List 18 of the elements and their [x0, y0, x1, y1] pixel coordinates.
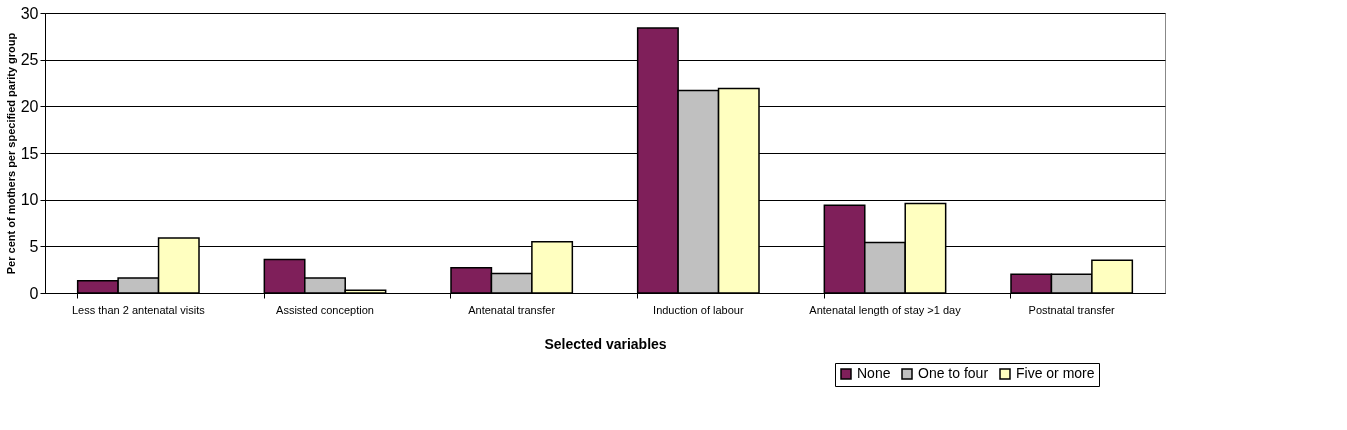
legend-label: None: [857, 365, 891, 381]
x-tick-label: Antenatal length of stay >1 day: [809, 303, 962, 316]
x-tick-label: Postnatal transfer: [1028, 303, 1116, 316]
x-tick-label: Assisted conception: [276, 303, 374, 316]
x-tick-label: Less than 2 antenatal visits: [71, 303, 206, 316]
y-tick-label: 10: [20, 191, 39, 209]
y-tick-label: 15: [20, 144, 39, 162]
x-tick-label: Antenatal transfer: [468, 303, 556, 316]
y-tick-label: 25: [20, 51, 39, 69]
x-tick-label: Induction of labour: [653, 303, 744, 316]
legend-label: One to four: [918, 365, 989, 381]
y-tick-label: 20: [20, 97, 39, 115]
x-axis-title: Selected variables: [544, 335, 667, 352]
y-axis-title: Per cent of mothers per specified parity group: [4, 32, 17, 275]
y-tick-label: 5: [29, 237, 39, 255]
y-tick-label: 0: [29, 284, 39, 302]
y-tick-label: 30: [20, 4, 39, 22]
legend-label: Five or more: [1016, 365, 1095, 381]
